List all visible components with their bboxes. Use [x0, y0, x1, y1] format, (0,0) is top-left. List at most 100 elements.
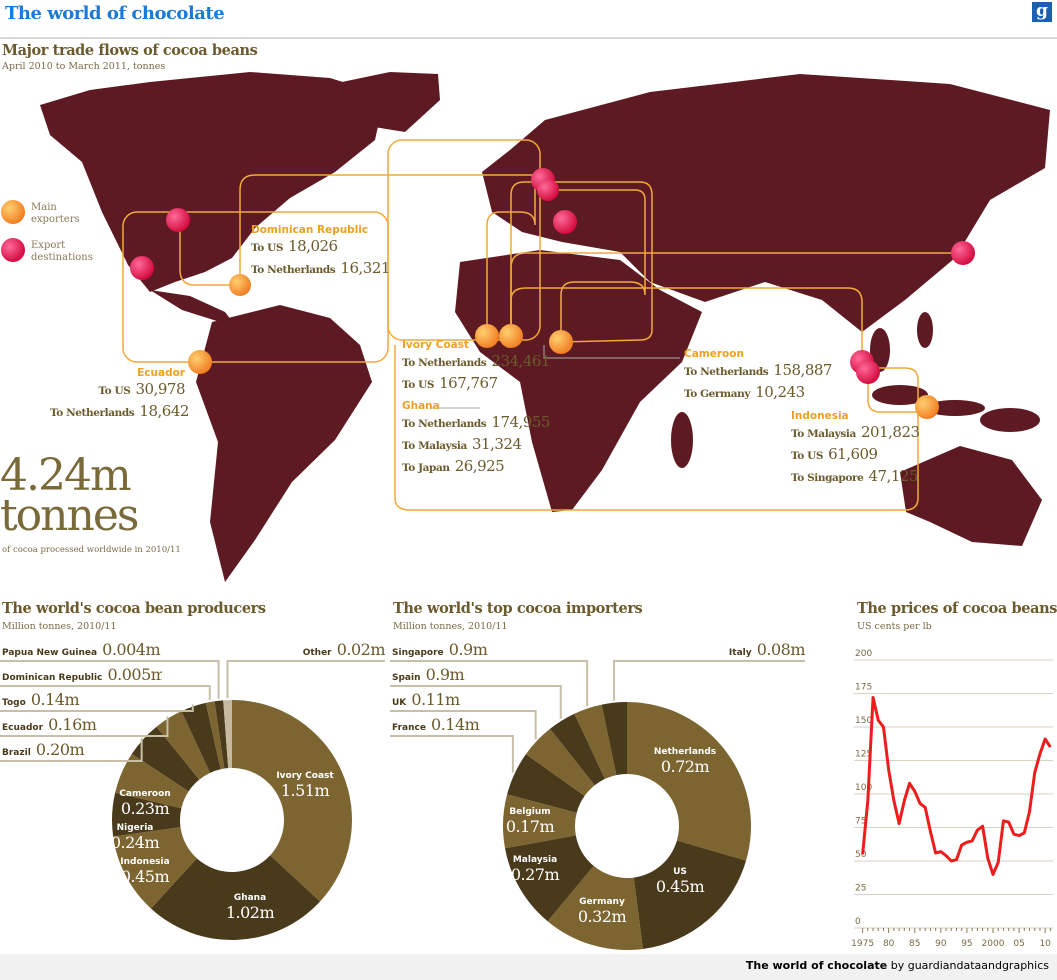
destination-japan-marker [951, 241, 975, 265]
flow-row: To Germany 10,243 [684, 382, 832, 404]
flow-destination: To US [98, 385, 131, 397]
callout-name: Dominican Republic [2, 673, 103, 683]
flow-value: 26,925 [454, 457, 505, 475]
price-line [861, 696, 1052, 876]
y-tick-label: 175 [855, 683, 872, 693]
flow-row: To Malaysia 201,823 [791, 422, 920, 444]
callout-label-papua-new-guinea: Papua New Guinea 0.004m [2, 640, 161, 659]
australia [900, 446, 1042, 546]
land-masses [40, 72, 1050, 582]
callout-name: Brazil [2, 748, 31, 758]
flow-value: 10,243 [755, 383, 805, 401]
headline-value: 4.24m [0, 450, 132, 501]
annotation-dominican-republic: Dominican Republic To US 18,026 To Nethe… [251, 224, 390, 280]
exporter-ivory-coast-marker [475, 324, 499, 348]
x-tick-label: 95 [961, 939, 972, 949]
y-tick-label: 125 [855, 750, 872, 760]
flow-value: 158,887 [773, 361, 832, 379]
callout-label-dominican-republic: Dominican Republic 0.005m [2, 665, 162, 684]
flow-row: To US 167,767 [402, 373, 550, 395]
callout-name: UK [392, 698, 407, 708]
callout-label-uk: UK 0.11m [392, 690, 460, 709]
flow-value: 30,978 [135, 380, 186, 398]
producers-title: The world's cocoa bean producers [2, 600, 266, 617]
slice-name: Malaysia [512, 855, 558, 865]
flow-row: To Netherlands 18,642 [50, 401, 189, 423]
legend-export-destinations: Export destinations [31, 240, 93, 263]
x-tick-label: 2000 [982, 939, 1005, 949]
flow-destination: To Netherlands [684, 366, 769, 378]
callout-line-france [390, 735, 514, 773]
flow-row: To Netherlands 158,887 [684, 360, 832, 382]
callout-label-spain: Spain 0.9m [392, 665, 465, 684]
callout-line-other [226, 660, 385, 699]
flow-destination: To Netherlands [402, 357, 487, 369]
slice-netherlands [627, 702, 751, 861]
flow-row: To Netherlands 16,321 [251, 258, 390, 280]
callout-line-spain [390, 685, 562, 719]
slice-brazil [131, 726, 200, 792]
footer-credit: The world of chocolate by guardiandataan… [746, 959, 1049, 972]
importers-title: The world's top cocoa importers [393, 600, 643, 617]
exporter-indonesia-marker [915, 395, 939, 419]
exporter-cameroon-marker [549, 330, 573, 354]
callout-value: 0.20m [35, 740, 85, 759]
island [925, 400, 985, 416]
slice-belgium [503, 794, 577, 849]
flow-row: To US 61,609 [791, 444, 920, 466]
guardian-logo[interactable]: g [1032, 2, 1052, 22]
y-tick-label: 150 [855, 716, 872, 726]
callout-line-brazil [0, 738, 143, 762]
flow-destination: To Germany [684, 388, 751, 400]
y-tick-label: 25 [855, 884, 866, 894]
map-title: Major trade flows of cocoa beans [2, 42, 258, 59]
annotation-ivory-coast: Ivory Coast To Netherlands 234,461 To US… [402, 339, 550, 395]
flow-destination: To Singapore [791, 472, 864, 484]
x-tick-label: 80 [883, 939, 895, 949]
callout-line-papua-new-guinea [0, 660, 220, 699]
annotation-ghana: Ghana To Netherlands 174,955 To Malaysia… [402, 400, 550, 478]
slice-name: US [673, 867, 687, 877]
callout-label-ecuador: Ecuador 0.16m [2, 715, 97, 734]
flow-destination: To Malaysia [402, 440, 467, 452]
producers-subtitle: Million tonnes, 2010/11 [2, 621, 117, 632]
slice-malaysia [505, 835, 594, 922]
flow-value: 18,026 [288, 237, 338, 255]
flow-row: To Japan 26,925 [402, 456, 550, 478]
exporter-ghana-marker [499, 324, 523, 348]
legend-destination-dot [1, 238, 25, 262]
flow-value: 234,461 [491, 352, 550, 370]
exporter-name: Ghana [402, 400, 440, 412]
footer-title: The world of chocolate [745, 959, 888, 972]
callout-label-france: France 0.14m [392, 715, 480, 734]
callout-value: 0.14m [431, 715, 480, 734]
exporter-name: Ivory Coast [402, 339, 469, 351]
page-title: The world of chocolate [5, 3, 225, 24]
callout-label-togo: Togo 0.14m [2, 690, 80, 709]
callout-line-togo [0, 704, 194, 712]
madagascar [671, 412, 693, 468]
flow-destination: To US [251, 242, 284, 254]
callout-label-italy: Italy 0.08m [729, 640, 805, 659]
prices-subtitle: US cents per lb [857, 621, 932, 632]
slice-italy [601, 702, 627, 776]
flow-value: 61,609 [828, 445, 878, 463]
island [870, 328, 890, 372]
slice-spain [550, 713, 605, 786]
annotation-ecuador: Ecuador To US 30,978 To Netherlands 18,6… [50, 367, 189, 423]
legend-main-exporters: Main exporters [31, 202, 80, 225]
flow-value: 174,955 [491, 413, 550, 431]
slice-ecuador [156, 711, 211, 780]
island [872, 385, 928, 405]
callout-value: 0.9m [425, 665, 465, 684]
callout-line-italy [613, 660, 805, 701]
callout-name: Spain [392, 673, 421, 683]
x-tick-label: 85 [909, 939, 920, 949]
flow-row: To US 30,978 [50, 379, 185, 401]
world-map [1, 72, 1050, 582]
annotation-indonesia: Indonesia To Malaysia 201,823 To US 61,6… [791, 410, 920, 488]
